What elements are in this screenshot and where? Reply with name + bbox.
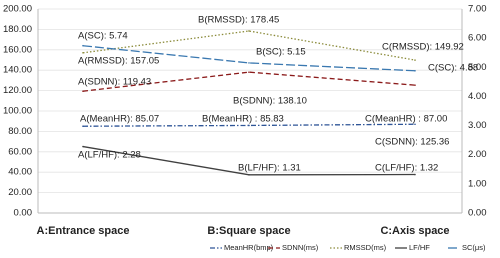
y-tick-label: 80.00 <box>8 126 32 137</box>
data-label: A(RMSSD): 157.05 <box>78 56 159 67</box>
legend-label: SC(μs) <box>462 243 486 252</box>
y2-tick-label: 2.00 <box>468 149 487 160</box>
series-line <box>82 123 416 127</box>
series-line <box>82 45 416 72</box>
data-point <box>248 30 250 32</box>
data-label: C(RMSSD): 149.92 <box>382 42 464 53</box>
data-point <box>82 145 84 148</box>
legend-label: RMSSD(ms) <box>344 243 387 252</box>
y-tick-label: 100.00 <box>3 106 32 117</box>
y2-tick-label: 1.00 <box>468 178 487 189</box>
x-tick-label: B:Square space <box>207 225 290 237</box>
data-point <box>248 124 250 127</box>
data-label: A(SDNN): 119.43 <box>78 77 151 88</box>
legend-label: MeanHR(bmp) <box>224 243 274 252</box>
legend-label: SDNN(ms) <box>282 243 319 252</box>
y2-tick-label: 4.00 <box>468 91 487 102</box>
x-tick-label: A:Entrance space <box>37 225 130 237</box>
y2-tick-label: 5.00 <box>468 62 487 73</box>
data-point <box>82 125 84 128</box>
y-tick-label: 120.00 <box>3 85 32 96</box>
data-label: C(MeanHR) : 87.00 <box>365 114 447 125</box>
data-point <box>82 52 84 54</box>
y2-tick-label: 7.00 <box>468 4 487 15</box>
y2-tick-label: 3.00 <box>468 120 487 131</box>
y-tick-label: 200.00 <box>3 4 32 15</box>
data-point <box>414 59 416 61</box>
x-tick-label: C:Axis space <box>380 225 449 237</box>
data-label: C(SC): 4.88 <box>428 63 478 74</box>
y-tick-label: 40.00 <box>8 167 32 178</box>
data-point <box>414 69 416 72</box>
data-point <box>248 71 250 73</box>
data-label: B(SC): 5.15 <box>256 47 306 58</box>
data-point <box>82 44 84 47</box>
y2-tick-label: 0.00 <box>468 208 487 219</box>
data-label: B(RMSSD): 178.45 <box>198 15 279 26</box>
data-label: B(SDNN): 138.10 <box>233 96 307 107</box>
data-label: A(LF/HF): 2.28 <box>78 150 141 161</box>
legend-label: LF/HF <box>409 243 430 252</box>
data-label: A(SC): 5.74 <box>78 31 128 42</box>
data-label: B(MeanHR) : 85.83 <box>202 114 284 125</box>
y-tick-label: 60.00 <box>8 146 32 157</box>
data-point <box>248 174 250 176</box>
data-point <box>414 123 416 126</box>
y-tick-label: 180.00 <box>3 24 32 35</box>
y-tick-label: 140.00 <box>3 65 32 76</box>
y-tick-label: 0.00 <box>14 208 33 219</box>
data-point <box>414 84 416 86</box>
y-tick-label: 20.00 <box>8 187 32 198</box>
data-label: A(MeanHR): 85.07 <box>80 114 159 125</box>
y-tick-label: 160.00 <box>3 44 32 55</box>
data-point <box>248 62 250 64</box>
data-label: C(SDNN): 125.36 <box>375 137 449 148</box>
data-label: C(LF/HF): 1.32 <box>375 163 438 174</box>
data-point <box>82 90 84 92</box>
data-label: B(LF/HF): 1.31 <box>238 163 301 174</box>
y2-tick-label: 6.00 <box>468 33 487 44</box>
data-point <box>414 173 416 176</box>
